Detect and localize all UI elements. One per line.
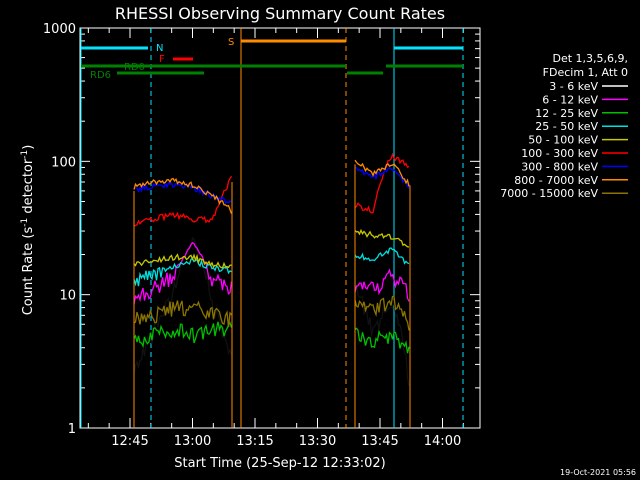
series-line [133, 181, 232, 205]
series-line [354, 327, 410, 354]
series-line [354, 228, 410, 248]
legend-label: 100 - 300 keV [521, 147, 598, 160]
series-line [133, 257, 232, 287]
y-tick-label: 1 [68, 422, 76, 437]
x-tick-label: 13:00 [174, 434, 211, 449]
x-tick-label: 14:00 [424, 434, 461, 449]
legend-label: 800 - 7000 keV [514, 174, 598, 187]
chart-title: RHESSI Observing Summary Count Rates [115, 4, 445, 23]
plot-frame [79, 27, 481, 429]
x-axis-label: Start Time (25-Sep-12 12:33:02) [174, 456, 385, 471]
legend-header-1: Det 1,3,5,6,9, [552, 52, 628, 65]
flag-label: N [156, 43, 163, 54]
series-line [354, 295, 410, 331]
flag-label: RD6 [90, 70, 111, 81]
series-line [133, 177, 233, 214]
series-line [354, 247, 410, 265]
flag-label: RD0 [124, 62, 145, 73]
series-line [354, 268, 410, 302]
flag-label: F [159, 54, 165, 65]
legend-label: 6 - 12 keV [542, 93, 598, 106]
series-line [133, 241, 233, 305]
series-line [354, 284, 410, 387]
legend-label: 300 - 800 keV [521, 160, 598, 173]
series-line [133, 321, 233, 349]
legend-label: 50 - 100 keV [528, 134, 598, 147]
x-tick-label: 12:45 [111, 434, 148, 449]
series-line [354, 166, 410, 189]
series-line [134, 175, 233, 227]
x-tick-label: 13:30 [299, 434, 336, 449]
x-tick-label: 13:45 [361, 434, 398, 449]
series-line [354, 159, 410, 187]
y-tick-label: 10 [59, 289, 76, 304]
y-axis: 1 10 100 1000 [43, 22, 480, 437]
series-line [133, 253, 232, 269]
series-curves [133, 152, 411, 428]
series-line [354, 152, 410, 214]
y-axis-label: Count Rate (s-1 detector-1) [20, 145, 36, 316]
y-tick-label: 100 [51, 155, 76, 170]
legend: Det 1,3,5,6,9, FDecim 1, Att 0 3 - 6 keV… [500, 52, 628, 200]
series-line [133, 300, 232, 328]
legend-label: 25 - 50 keV [535, 120, 598, 133]
y-tick-label: 1000 [43, 22, 76, 37]
flag-bars: NF S RD0 RD6 [80, 28, 464, 428]
x-tick-label: 13:15 [236, 434, 273, 449]
x-axis: 12:45 13:00 13:15 13:30 13:45 14:00 [87, 28, 464, 449]
legend-header-2: FDecim 1, Att 0 [543, 66, 628, 79]
flag-label: S [228, 37, 234, 48]
legend-label: 12 - 25 keV [535, 107, 598, 120]
legend-label: 7000 - 15000 keV [500, 187, 598, 200]
timestamp: 19-Oct-2021 05:56 [560, 468, 636, 477]
legend-label: 3 - 6 keV [549, 80, 598, 93]
